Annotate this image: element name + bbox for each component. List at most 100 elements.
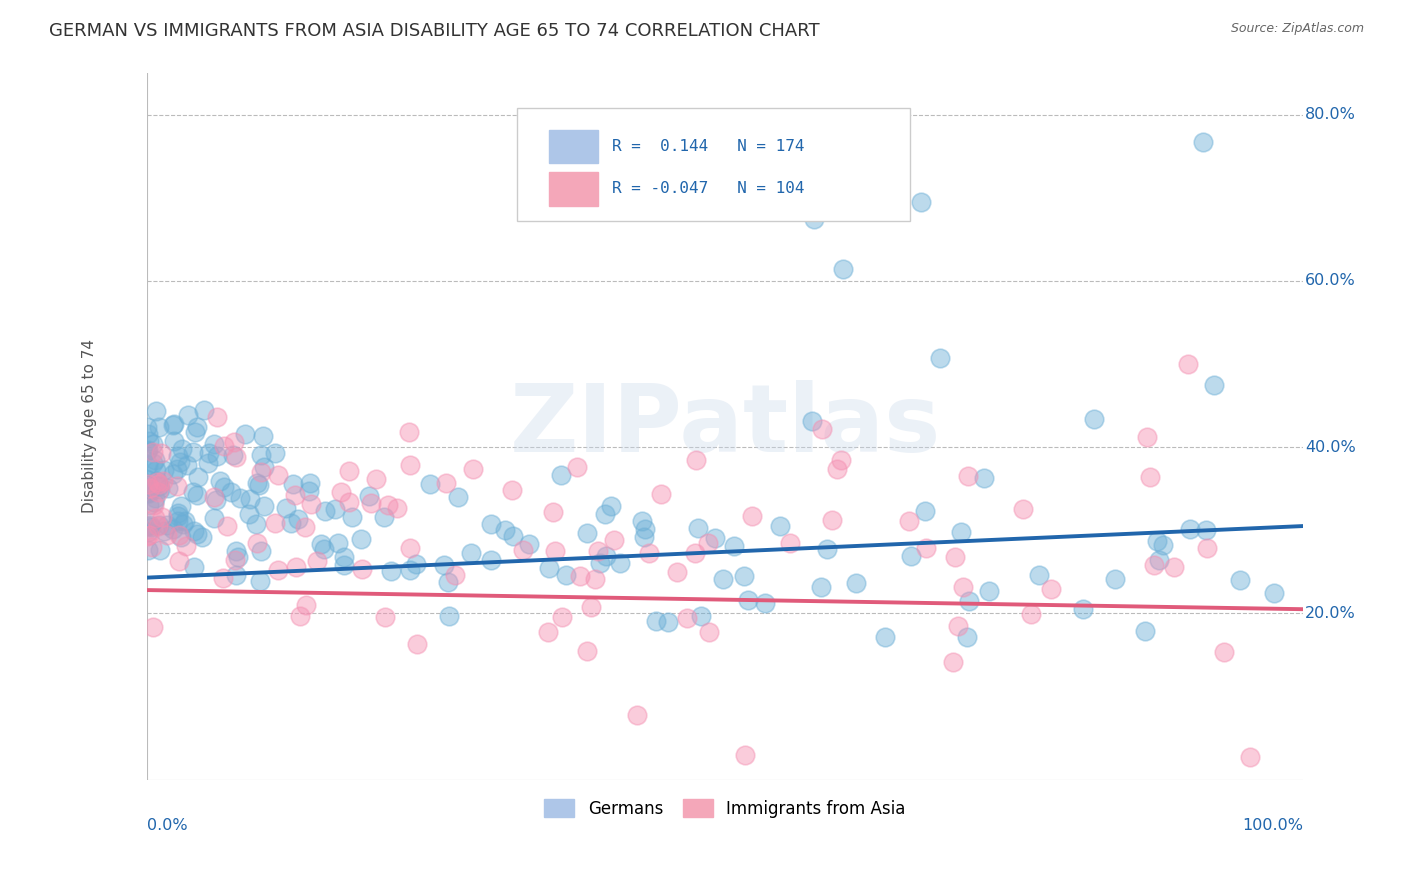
Point (170, 442, 193, 457)
Point (145, 404, 167, 418)
Point (299, 497, 322, 511)
Point (239, 491, 262, 506)
Point (212, 439, 235, 453)
Point (267, 563, 290, 577)
Point (138, 434, 160, 448)
Point (181, 445, 204, 459)
Point (149, 483, 172, 497)
Point (222, 448, 245, 462)
Point (208, 474, 231, 488)
Point (246, 536, 269, 550)
Point (769, 518, 792, 533)
Point (494, 523, 516, 537)
Point (166, 462, 188, 476)
Point (267, 467, 290, 482)
Point (229, 491, 252, 505)
Point (305, 554, 328, 568)
Point (285, 560, 308, 574)
Point (949, 524, 972, 539)
Point (711, 572, 734, 586)
Text: 40.0%: 40.0% (1305, 440, 1355, 455)
Point (170, 530, 193, 544)
Point (541, 505, 564, 519)
Point (233, 426, 256, 441)
Point (280, 516, 302, 530)
Point (142, 445, 165, 459)
Point (136, 529, 159, 543)
Point (845, 575, 868, 590)
Point (177, 408, 200, 422)
Point (281, 476, 304, 491)
Point (380, 564, 402, 578)
Point (1147, 553, 1170, 567)
Point (138, 498, 160, 512)
Point (136, 442, 159, 457)
Point (176, 458, 198, 472)
Point (1192, 135, 1215, 149)
Point (633, 522, 655, 536)
Legend: Germans, Immigrants from Asia: Germans, Immigrants from Asia (537, 793, 912, 824)
Point (172, 517, 194, 532)
Point (212, 479, 235, 493)
Point (683, 546, 706, 560)
Point (142, 495, 165, 509)
Text: ZIPatlas: ZIPatlas (509, 380, 941, 472)
Point (633, 530, 655, 544)
Point (479, 552, 502, 566)
Point (333, 558, 356, 573)
Point (1180, 522, 1202, 536)
Point (136, 519, 159, 533)
Text: Disability Age 65 to 74: Disability Age 65 to 74 (82, 339, 97, 513)
Point (146, 474, 169, 488)
Point (434, 476, 457, 491)
Point (198, 446, 221, 460)
Point (250, 448, 273, 462)
Point (249, 574, 271, 589)
Point (551, 610, 574, 624)
Point (245, 516, 267, 531)
Point (733, 568, 755, 582)
Point (202, 437, 225, 451)
Point (162, 418, 184, 433)
Point (1195, 541, 1218, 555)
Point (207, 449, 229, 463)
Point (801, 415, 824, 429)
Point (298, 483, 321, 498)
Point (156, 527, 179, 541)
Point (190, 530, 212, 544)
Point (342, 510, 364, 524)
Point (250, 466, 273, 480)
Point (224, 553, 246, 567)
Point (211, 571, 233, 585)
Point (825, 462, 848, 476)
Point (205, 493, 228, 508)
Point (299, 476, 322, 491)
Point (399, 458, 422, 472)
Point (323, 502, 346, 516)
Point (929, 351, 952, 366)
Point (943, 550, 966, 565)
Point (589, 556, 612, 570)
Text: 0.0%: 0.0% (148, 819, 188, 833)
Point (609, 557, 631, 571)
Point (360, 496, 382, 510)
Point (538, 561, 561, 575)
Point (222, 435, 245, 450)
Point (419, 477, 441, 491)
Point (136, 476, 159, 491)
Point (443, 568, 465, 582)
Point (294, 520, 316, 534)
Point (512, 542, 534, 557)
Text: 60.0%: 60.0% (1305, 273, 1355, 288)
Point (686, 521, 709, 535)
Point (263, 446, 285, 460)
Point (637, 546, 659, 560)
Point (501, 483, 523, 497)
Point (249, 478, 271, 492)
Point (219, 485, 242, 500)
Point (815, 542, 838, 557)
Point (946, 618, 969, 632)
Point (437, 575, 460, 590)
Point (830, 453, 852, 467)
Point (139, 483, 162, 498)
